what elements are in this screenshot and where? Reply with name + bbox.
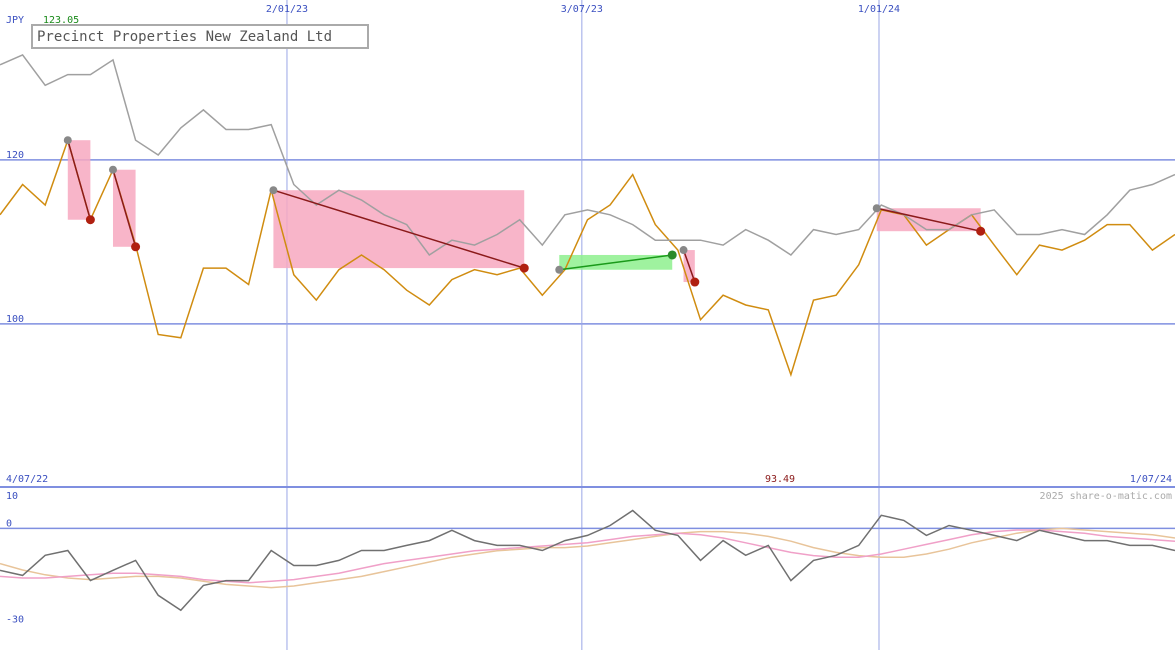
x-tick-label: 2/01/23	[266, 4, 308, 15]
annotation: 123.05	[43, 15, 79, 26]
signal-start	[269, 186, 278, 195]
signal-line	[559, 254, 673, 271]
chart-title: Precinct Properties New Zealand Ltd	[37, 29, 332, 45]
signal-line	[112, 169, 137, 247]
x-tick-label: 4/07/22	[6, 474, 48, 485]
y-tick-label: 100	[6, 314, 24, 325]
signal-start	[108, 165, 117, 174]
signal-line	[682, 249, 696, 283]
series-line	[0, 529, 1175, 584]
y-tick-label: 120	[6, 150, 24, 161]
series-line	[0, 137, 1175, 378]
currency-label: JPY	[6, 15, 24, 26]
signal-end	[976, 226, 986, 236]
signal-end	[519, 263, 529, 273]
annotation: 93.49	[765, 474, 795, 485]
signal-end	[131, 242, 141, 252]
signal-start	[679, 246, 688, 255]
x-tick-label: 1/01/24	[858, 4, 900, 15]
y-tick-label: 0	[6, 518, 12, 529]
x-tick-label: 1/07/24	[1130, 474, 1172, 485]
signal-start	[872, 204, 881, 213]
signal-line	[876, 207, 981, 232]
signal-start	[555, 265, 564, 274]
y-tick-label: -30	[6, 614, 24, 625]
series-line	[0, 509, 1175, 612]
series-line	[0, 527, 1175, 589]
title-box	[31, 24, 369, 49]
signal-end	[690, 277, 700, 287]
x-tick-label: 3/07/23	[561, 4, 603, 15]
y-tick-label: 10	[6, 491, 18, 502]
signal-end	[85, 215, 95, 225]
signal-end	[667, 250, 677, 260]
signal-line	[273, 189, 525, 269]
signal-start	[63, 136, 72, 145]
watermark: 2025 share-o-matic.com	[1040, 491, 1172, 502]
signal-line	[67, 139, 92, 220]
series-line	[0, 53, 1175, 257]
